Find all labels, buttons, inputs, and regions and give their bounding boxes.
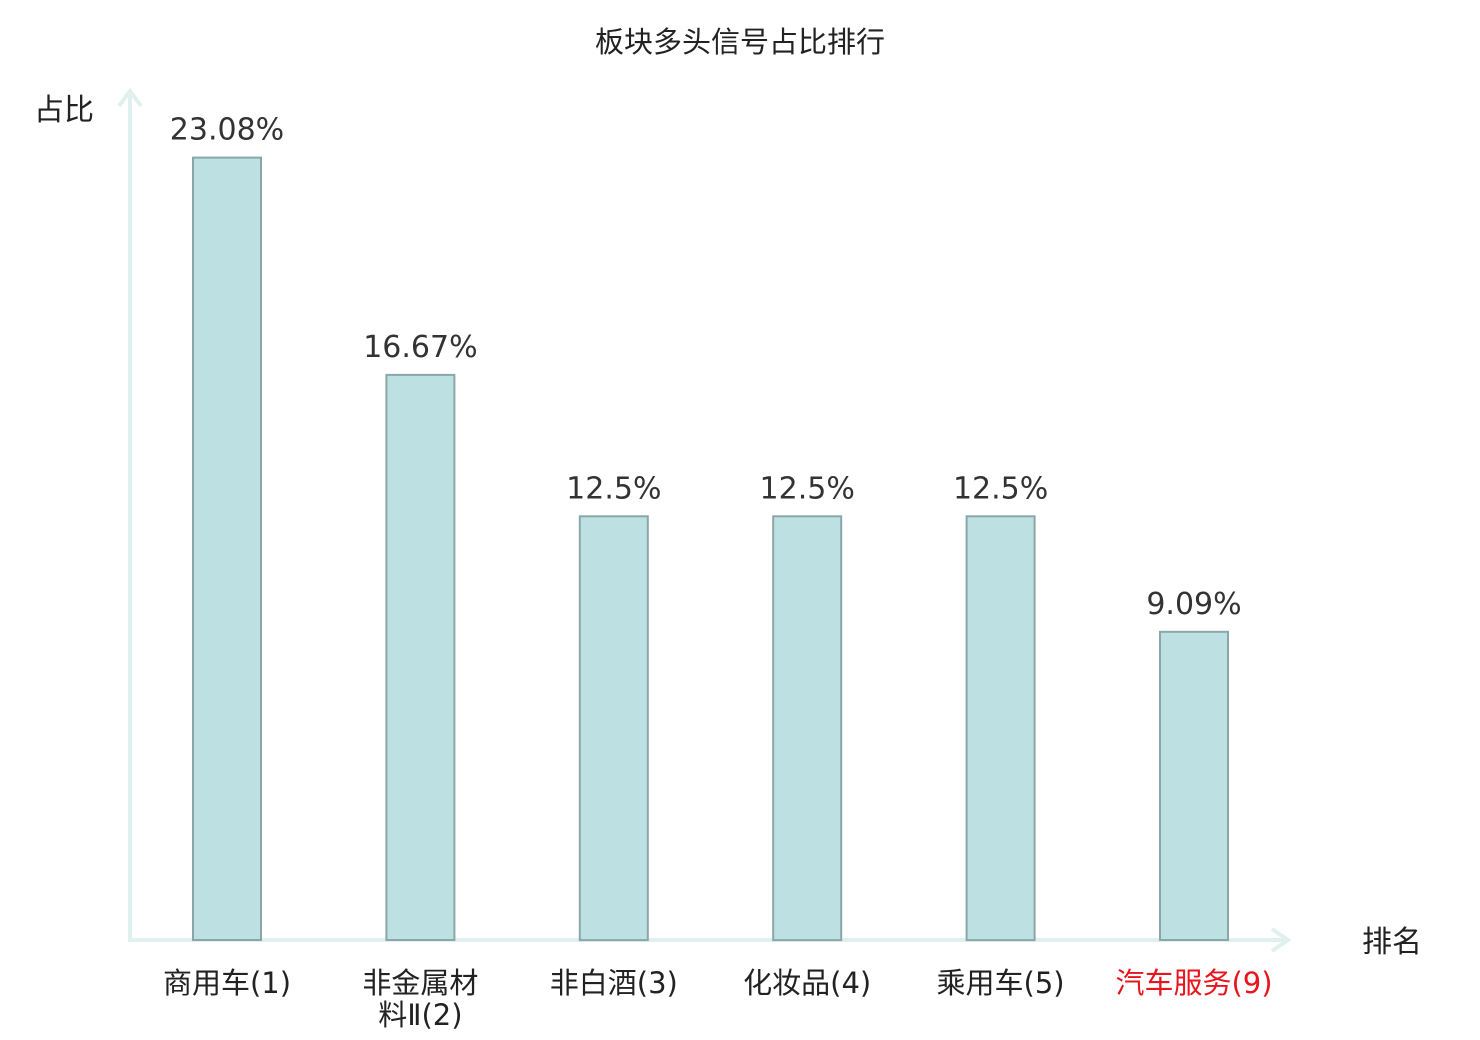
- category-label-1: 商用车(1): [163, 966, 291, 1000]
- bar-6: [1159, 630, 1229, 941]
- category-label-1-line-1: 商用车(1): [163, 966, 291, 1000]
- category-label-3-line-1: 非白酒(3): [550, 966, 678, 1000]
- category-label-5-line-1: 乘用车(5): [937, 966, 1065, 1000]
- category-label-4-line-1: 化妆品(4): [743, 966, 871, 1000]
- category-label-3: 非白酒(3): [550, 966, 678, 1000]
- y-axis-arrow: [117, 87, 143, 108]
- category-label-6-line-1: 汽车服务(9): [1115, 966, 1272, 1000]
- x-axis-label: 排名: [1362, 925, 1422, 960]
- category-label-2-line-1: 非金属材: [362, 966, 478, 1000]
- bar-2: [385, 373, 456, 941]
- value-label-4: 12.5%: [760, 471, 855, 506]
- category-labels-group: 商用车(1) 非金属材料Ⅱ(2) 非白酒(3) 化妆品(4) 乘用车(5) 汽车服务(9): [163, 966, 1273, 1032]
- value-label-3: 12.5%: [566, 471, 661, 506]
- value-labels-group: 23.08% 16.67% 12.5% 12.5% 12.5% 9.09%: [170, 113, 1242, 622]
- value-label-5: 12.5%: [953, 471, 1048, 506]
- x-axis-arrow: [1270, 927, 1292, 953]
- category-label-6: 汽车服务(9): [1115, 966, 1272, 1000]
- value-label-1: 23.08%: [170, 113, 284, 148]
- axes: [117, 87, 1292, 953]
- bars-group: [192, 156, 1229, 942]
- bar-4: [772, 515, 843, 942]
- bar-5: [965, 515, 1036, 942]
- category-label-2: 非金属材料Ⅱ(2): [362, 966, 478, 1032]
- chart-title: 板块多头信号占比排行: [595, 25, 885, 59]
- category-label-4: 化妆品(4): [743, 966, 871, 1000]
- bar-3: [578, 515, 649, 942]
- value-label-6: 9.09%: [1146, 587, 1241, 622]
- category-label-5: 乘用车(5): [937, 966, 1065, 1000]
- value-label-2: 16.67%: [363, 330, 477, 365]
- y-axis-label: 占比: [34, 93, 94, 128]
- bar-1: [192, 156, 262, 942]
- category-label-2-line-2: 料Ⅱ(2): [378, 998, 462, 1032]
